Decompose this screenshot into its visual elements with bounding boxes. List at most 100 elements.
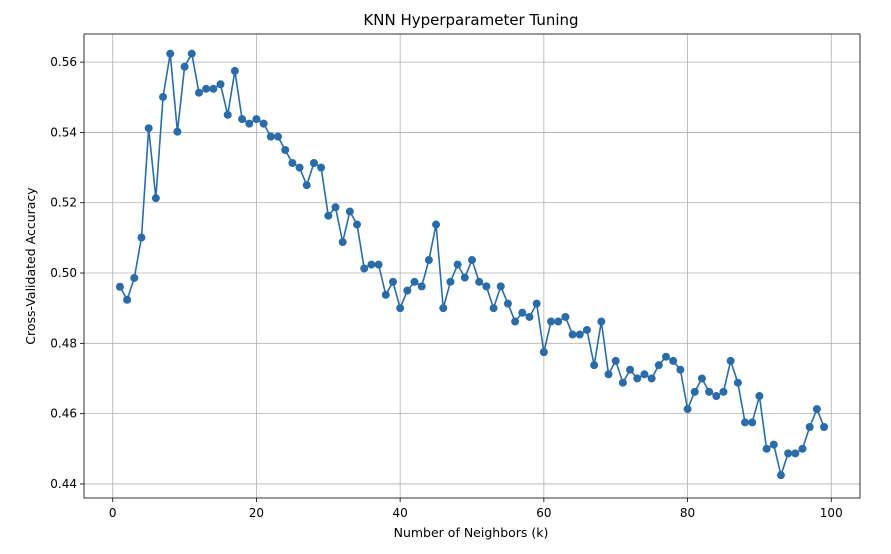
data-point: [324, 211, 333, 220]
data-point: [784, 449, 793, 458]
data-point: [360, 264, 369, 273]
data-point: [705, 387, 714, 396]
data-point: [281, 146, 290, 154]
data-point: [712, 392, 721, 401]
data-point: [690, 387, 699, 396]
data-point: [654, 361, 663, 370]
data-point: [755, 392, 764, 401]
data-point: [511, 317, 520, 326]
data-point: [274, 132, 282, 141]
data-point: [230, 66, 239, 75]
data-point: [396, 304, 405, 313]
data-point: [532, 299, 541, 308]
data-point: [626, 365, 635, 374]
data-point: [547, 317, 556, 326]
y-axis-label: Cross-Validated Accuracy: [23, 187, 38, 345]
y-tick-label: 0.50: [50, 266, 77, 280]
data-point: [733, 378, 742, 387]
data-point: [662, 352, 670, 361]
data-point: [424, 256, 433, 265]
data-point: [202, 84, 211, 93]
x-axis-label: Number of Neighbors (k): [394, 525, 549, 540]
data-point: [482, 282, 491, 291]
data-point: [669, 356, 678, 365]
y-tick-label: 0.44: [50, 477, 77, 491]
data-point: [475, 277, 484, 286]
data-point: [805, 422, 814, 431]
data-point: [266, 132, 275, 141]
chart-title: KNN Hyperparameter Tuning: [363, 11, 578, 29]
data-point: [798, 444, 807, 453]
data-point: [453, 260, 462, 269]
data-point: [726, 356, 735, 365]
data-point: [288, 159, 297, 168]
data-point: [374, 260, 383, 269]
data-point: [633, 374, 642, 383]
data-point: [640, 370, 649, 379]
data-point: [417, 282, 426, 291]
data-point: [238, 115, 247, 124]
data-point: [410, 277, 419, 286]
data-point: [554, 317, 563, 326]
data-point: [820, 422, 829, 431]
data-point: [561, 312, 570, 321]
data-point: [353, 220, 362, 229]
data-point: [697, 374, 706, 383]
data-point: [676, 365, 685, 374]
data-point: [144, 124, 153, 133]
x-axis-ticks: 0 20 40 60 80 100: [109, 498, 843, 520]
x-tick-label: 80: [680, 506, 695, 520]
data-point: [123, 295, 132, 304]
data-point: [331, 203, 340, 212]
data-point: [618, 378, 627, 387]
data-point: [245, 119, 254, 128]
data-point: [367, 260, 376, 269]
data-point: [748, 418, 757, 427]
x-tick-label: 20: [249, 506, 264, 520]
data-point: [611, 356, 620, 365]
data-point: [568, 330, 577, 339]
data-point: [460, 273, 469, 282]
data-point: [173, 127, 182, 136]
y-axis-ticks: 0.44 0.46 0.48 0.50 0.52 0.54 0.56: [50, 55, 84, 491]
data-point: [647, 374, 656, 383]
data-point: [295, 163, 304, 172]
data-point: [381, 290, 390, 299]
data-point: [468, 256, 476, 265]
x-tick-label: 0: [109, 506, 117, 520]
data-point: [719, 387, 728, 396]
data-point: [776, 471, 785, 480]
data-point: [223, 110, 232, 119]
data-point: [762, 444, 771, 453]
data-point: [302, 181, 311, 190]
data-point: [597, 317, 606, 326]
data-point: [590, 361, 599, 370]
grid: [84, 34, 860, 498]
x-tick-label: 40: [393, 506, 408, 520]
data-point: [209, 84, 218, 93]
data-point: [496, 282, 505, 291]
data-point: [439, 304, 448, 313]
data-point: [812, 405, 821, 414]
y-tick-label: 0.48: [50, 336, 77, 350]
data-point: [151, 194, 160, 203]
data-point: [317, 163, 326, 172]
data-point: [525, 312, 534, 321]
data-point: [741, 418, 750, 427]
data-point: [252, 115, 261, 124]
data-point: [180, 62, 189, 71]
y-tick-label: 0.52: [50, 196, 77, 210]
data-point: [791, 449, 800, 458]
data-point: [216, 80, 225, 89]
data-point: [403, 286, 412, 295]
data-point: [769, 440, 778, 449]
data-point: [345, 207, 354, 216]
data-point: [575, 330, 584, 339]
data-point: [130, 273, 139, 282]
data-point: [194, 88, 203, 97]
y-tick-label: 0.46: [50, 407, 77, 421]
data-point: [166, 49, 175, 58]
data-point: [159, 92, 168, 101]
data-point: [683, 405, 692, 414]
